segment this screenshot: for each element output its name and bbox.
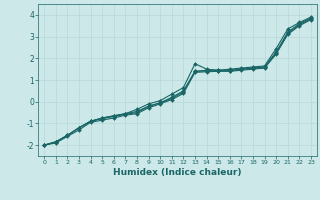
X-axis label: Humidex (Indice chaleur): Humidex (Indice chaleur) (113, 168, 242, 177)
